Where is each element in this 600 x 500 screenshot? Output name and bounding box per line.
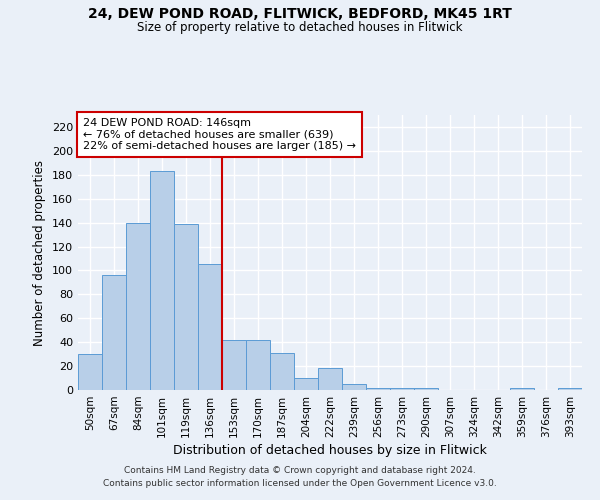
Bar [222,340,246,390]
Text: 24 DEW POND ROAD: 146sqm
← 76% of detached houses are smaller (639)
22% of semi-: 24 DEW POND ROAD: 146sqm ← 76% of detach… [83,118,356,151]
X-axis label: Distribution of detached houses by size in Flitwick: Distribution of detached houses by size … [173,444,487,457]
Bar [174,224,198,390]
Text: Contains HM Land Registry data © Crown copyright and database right 2024.
Contai: Contains HM Land Registry data © Crown c… [103,466,497,487]
Y-axis label: Number of detached properties: Number of detached properties [34,160,46,346]
Bar [294,378,318,390]
Bar [246,340,270,390]
Bar [198,264,222,390]
Text: Size of property relative to detached houses in Flitwick: Size of property relative to detached ho… [137,21,463,34]
Bar [414,388,438,390]
Bar [78,354,102,390]
Bar [366,388,390,390]
Bar [510,388,534,390]
Bar [150,171,174,390]
Bar [390,388,414,390]
Bar [102,275,126,390]
Bar [270,353,294,390]
Bar [126,222,150,390]
Bar [558,388,582,390]
Bar [318,368,342,390]
Text: 24, DEW POND ROAD, FLITWICK, BEDFORD, MK45 1RT: 24, DEW POND ROAD, FLITWICK, BEDFORD, MK… [88,8,512,22]
Bar [342,384,366,390]
